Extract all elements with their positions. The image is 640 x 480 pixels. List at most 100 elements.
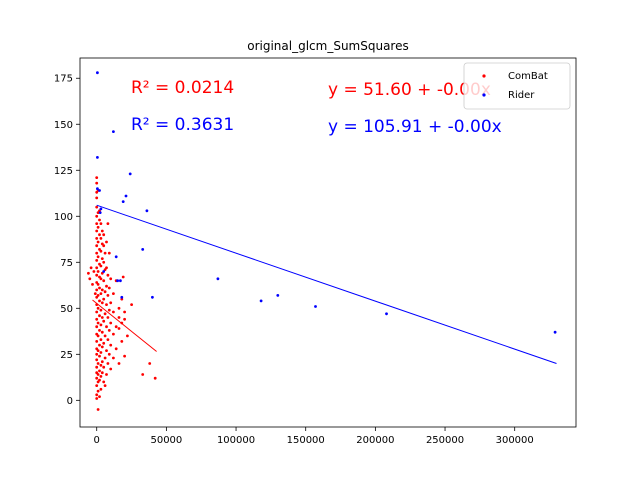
data-point <box>99 207 103 211</box>
data-point <box>102 319 106 323</box>
x-tick-label: 300000 <box>496 435 534 446</box>
data-point <box>96 349 100 352</box>
data-point <box>103 312 107 316</box>
data-point <box>103 290 107 294</box>
data-point <box>96 389 100 393</box>
x-tick-label: 0 <box>94 435 100 446</box>
legend-marker <box>482 93 486 97</box>
annotation-text: R² = 0.0214 <box>131 78 234 98</box>
data-point <box>98 378 101 382</box>
data-point <box>95 266 99 270</box>
data-point <box>107 329 111 332</box>
data-point <box>145 209 149 213</box>
data-point <box>112 310 115 314</box>
data-point <box>106 316 110 319</box>
data-point <box>117 362 121 365</box>
data-point <box>96 306 100 310</box>
y-tick-label: 25 <box>60 350 73 361</box>
data-point <box>95 214 99 218</box>
axes-frame <box>79 57 577 428</box>
data-point <box>112 332 115 336</box>
data-point <box>141 248 145 251</box>
data-point <box>96 283 100 286</box>
x-tick-label: 100000 <box>217 435 255 446</box>
data-point <box>107 286 111 290</box>
data-point <box>89 266 93 270</box>
data-point <box>95 176 99 180</box>
data-point <box>96 270 100 273</box>
data-point <box>95 229 99 233</box>
data-point <box>95 222 99 226</box>
data-point <box>95 251 99 255</box>
data-point <box>314 305 317 308</box>
data-point <box>103 384 107 387</box>
data-point <box>103 356 107 360</box>
data-point <box>112 292 115 295</box>
data-point <box>99 222 103 226</box>
data-point <box>95 310 99 314</box>
data-point <box>95 365 99 369</box>
data-point <box>98 189 101 192</box>
data-point <box>141 373 145 376</box>
data-point <box>96 240 100 244</box>
data-point <box>112 130 115 134</box>
y-tick-label: 175 <box>54 74 73 85</box>
data-point <box>96 373 100 376</box>
fit-line-rider <box>96 204 557 364</box>
data-point <box>109 301 113 305</box>
data-point <box>123 354 126 358</box>
data-point <box>105 266 108 270</box>
data-point <box>95 376 99 380</box>
data-point <box>92 270 96 273</box>
data-point <box>117 327 121 330</box>
data-point <box>100 345 104 349</box>
data-point <box>102 365 106 369</box>
data-point <box>99 292 103 295</box>
data-point <box>96 321 100 325</box>
data-point <box>99 338 103 341</box>
data-point <box>99 277 103 281</box>
data-point <box>98 354 101 358</box>
data-point <box>95 244 99 248</box>
data-point <box>106 273 110 277</box>
data-point <box>123 310 126 314</box>
data-point <box>98 369 101 373</box>
data-point <box>100 288 104 292</box>
data-point <box>99 351 103 354</box>
data-point <box>107 251 111 255</box>
y-tick-label: 75 <box>60 258 73 269</box>
data-point <box>120 295 124 299</box>
series-rider <box>96 71 557 364</box>
data-point <box>100 257 104 260</box>
data-point <box>98 286 101 290</box>
data-point <box>102 341 106 345</box>
data-point <box>95 397 99 400</box>
legend-marker <box>482 74 486 78</box>
data-point <box>117 306 121 310</box>
legend-label: Rider <box>508 90 535 101</box>
data-point <box>95 325 99 329</box>
annotation-text: y = 105.91 + -0.00x <box>328 117 502 137</box>
data-point <box>95 196 99 200</box>
data-point <box>100 371 104 375</box>
data-point <box>105 373 108 376</box>
data-point <box>96 362 100 365</box>
data-point <box>96 187 99 191</box>
data-point <box>109 321 113 325</box>
data-point <box>128 172 132 176</box>
data-point <box>98 314 101 318</box>
data-point <box>120 340 124 343</box>
data-point <box>276 294 280 297</box>
data-point <box>553 330 557 334</box>
data-point <box>95 288 99 292</box>
data-point <box>99 308 103 312</box>
data-point <box>99 323 103 327</box>
data-point <box>123 317 126 321</box>
data-point <box>96 255 100 259</box>
data-point <box>96 71 99 75</box>
y-tick-label: 125 <box>54 166 73 177</box>
data-point <box>95 352 99 356</box>
data-point <box>100 301 104 305</box>
plot-area <box>87 71 557 411</box>
data-point <box>130 303 134 306</box>
